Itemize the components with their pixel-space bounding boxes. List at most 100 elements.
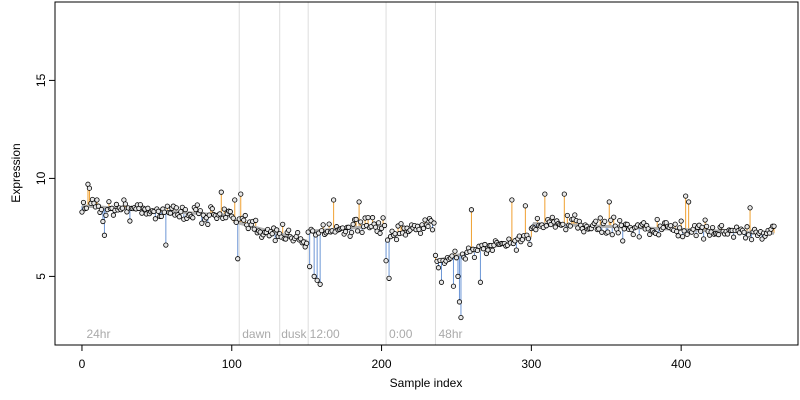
data-point — [380, 215, 386, 221]
data-point — [675, 233, 681, 239]
data-point — [656, 232, 662, 238]
data-point — [113, 201, 120, 207]
data-point — [241, 217, 247, 223]
data-point — [509, 197, 515, 203]
data-point — [458, 314, 464, 321]
data-point — [680, 234, 686, 240]
data-point — [274, 227, 280, 233]
data-point — [620, 238, 626, 244]
data-point — [615, 230, 621, 236]
data-point — [474, 247, 481, 254]
data-point — [693, 232, 699, 239]
data-point — [660, 225, 666, 231]
data-point — [320, 222, 326, 228]
data-point — [699, 224, 705, 230]
data-point — [392, 231, 398, 237]
data-point — [295, 230, 301, 236]
data-point — [182, 207, 188, 213]
data-point — [513, 247, 519, 253]
data-point — [83, 205, 90, 211]
data-point — [377, 230, 383, 236]
vertical-reference-lines — [238, 2, 436, 345]
y-axis: 5 10 15 — [34, 73, 56, 280]
data-point — [452, 248, 458, 254]
data-point — [245, 225, 251, 232]
data-point — [326, 221, 332, 227]
data-point — [238, 191, 244, 197]
data-point — [199, 220, 205, 226]
data-point — [251, 226, 257, 232]
data-point — [161, 209, 167, 215]
data-point — [462, 256, 469, 262]
y-tick-label: 10 — [34, 171, 48, 185]
data-point — [730, 234, 737, 240]
data-point — [477, 279, 484, 285]
data-point — [606, 199, 612, 205]
data-point — [194, 202, 200, 208]
data-point — [552, 224, 558, 230]
data-point — [340, 225, 346, 231]
data-point — [672, 221, 678, 227]
data-point — [369, 215, 376, 221]
x-tick-label: 100 — [222, 357, 242, 371]
data-point — [611, 214, 617, 220]
data-point — [681, 228, 687, 234]
data-point — [139, 210, 145, 216]
annotation-label: 12:00 — [310, 327, 340, 341]
data-point — [272, 237, 278, 244]
data-point — [525, 236, 531, 242]
data-point — [417, 230, 424, 236]
plot-area-frame — [54, 1, 799, 346]
data-point — [349, 229, 355, 236]
data-point — [386, 275, 392, 281]
data-point — [564, 212, 570, 219]
data-point — [630, 231, 636, 238]
data-point — [605, 229, 611, 235]
data-point — [242, 212, 248, 219]
data-point — [435, 265, 442, 271]
data-point — [716, 232, 722, 238]
data-point — [596, 226, 602, 232]
data-point — [227, 209, 233, 215]
data-point — [106, 199, 112, 205]
data-point — [684, 231, 690, 237]
data-point — [235, 256, 241, 262]
data-point — [429, 227, 436, 233]
data-point — [398, 221, 404, 227]
data-point — [221, 206, 227, 212]
data-point — [269, 231, 275, 237]
data-point — [98, 206, 105, 213]
data-point — [357, 219, 364, 225]
data-point — [253, 217, 259, 223]
data-point — [80, 199, 87, 206]
data-point — [356, 199, 362, 205]
data-point — [432, 252, 439, 259]
y-tick-label: 5 — [34, 273, 48, 280]
data-point — [608, 217, 614, 223]
data-point — [190, 215, 196, 221]
data-point — [480, 246, 487, 252]
y-tick-label: 15 — [34, 73, 48, 87]
data-point — [617, 217, 623, 224]
data-point — [422, 217, 428, 223]
data-point — [710, 224, 716, 231]
data-point — [431, 220, 437, 226]
data-point — [449, 253, 455, 259]
data-point — [127, 218, 133, 224]
data-point — [599, 229, 605, 235]
data-point — [621, 226, 627, 232]
data-point — [533, 227, 539, 233]
data-point — [100, 218, 106, 225]
data-point — [485, 247, 491, 253]
data-point — [602, 218, 608, 224]
data-point — [218, 189, 224, 195]
data-point — [152, 216, 158, 222]
data-point — [173, 205, 179, 211]
data-point — [563, 227, 569, 233]
data-point — [654, 216, 660, 223]
data-point — [163, 242, 169, 248]
data-point — [456, 299, 463, 305]
data-point — [311, 273, 317, 279]
data-point — [624, 221, 630, 227]
